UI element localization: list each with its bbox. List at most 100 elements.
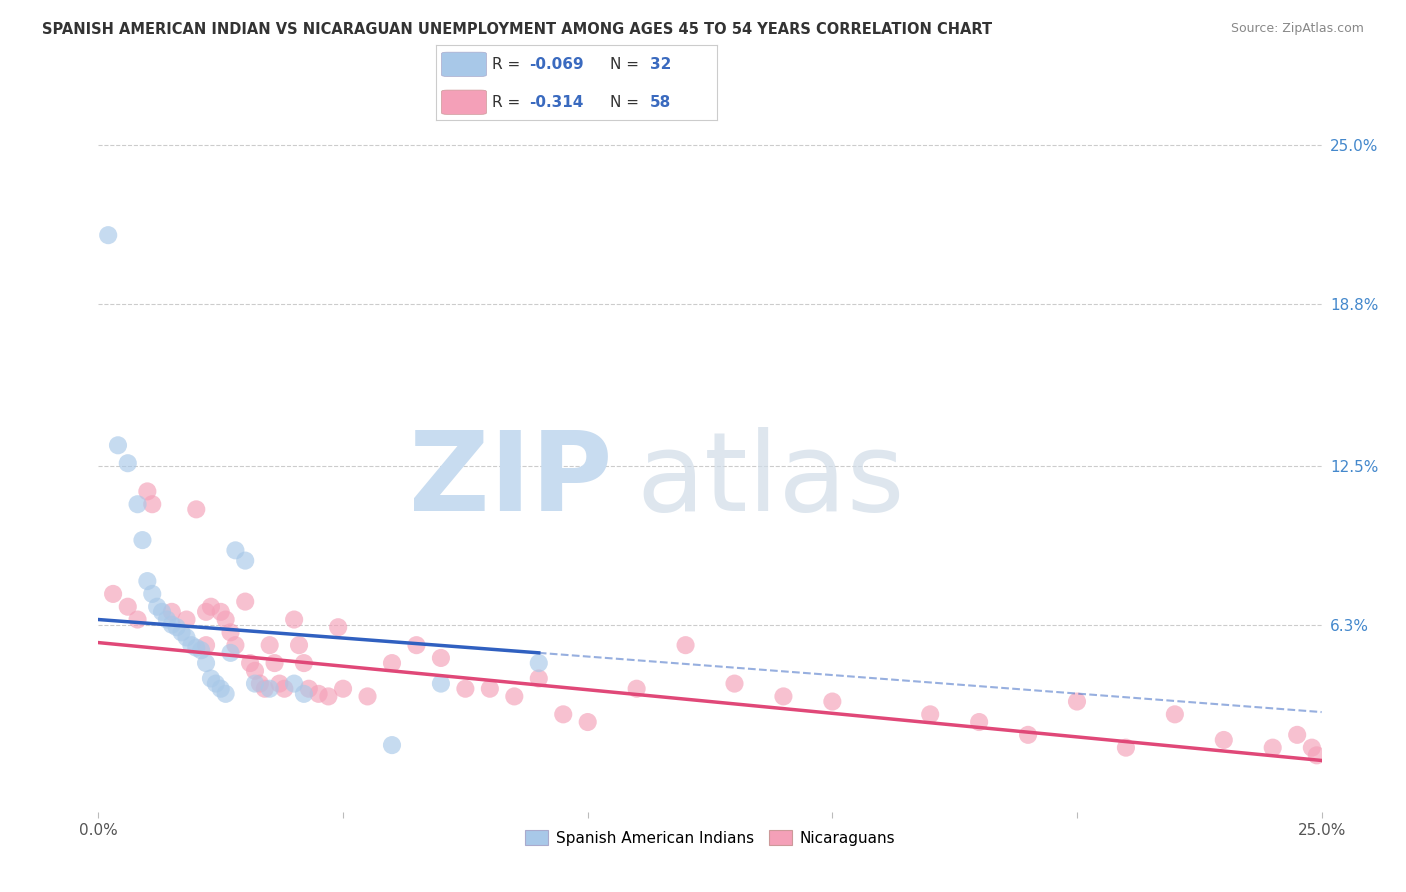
Point (190, 643, 212, 657)
Point (97, 228, 120, 243)
Point (243, 664, 266, 678)
Point (160, 617, 183, 632)
Point (430, 651, 453, 665)
Point (675, 638, 697, 652)
Legend: Spanish American Indians, Nicaraguans: Spanish American Indians, Nicaraguans (517, 822, 903, 854)
Point (195, 605, 218, 619)
Point (1286, 728, 1309, 742)
Point (1066, 694, 1088, 708)
Point (141, 587, 163, 601)
Text: R =: R = (492, 95, 526, 110)
Point (180, 638, 202, 652)
Text: atlas: atlas (637, 427, 905, 534)
Point (136, 574, 159, 588)
Point (967, 714, 990, 729)
Point (269, 676, 291, 690)
Point (283, 613, 305, 627)
Point (233, 594, 256, 608)
Point (1212, 733, 1234, 747)
Point (821, 694, 844, 708)
Point (920, 707, 942, 722)
Point (292, 687, 315, 701)
Text: -0.069: -0.069 (529, 57, 583, 72)
Point (214, 687, 236, 701)
Point (1261, 740, 1284, 755)
Point (308, 687, 330, 701)
Point (328, 620, 350, 634)
Point (356, 690, 378, 704)
Point (263, 656, 285, 670)
Point (249, 676, 271, 690)
Text: N =: N = (610, 95, 644, 110)
Point (195, 638, 218, 652)
Point (527, 656, 550, 670)
Point (101, 587, 124, 601)
Point (117, 599, 139, 614)
Point (146, 599, 169, 614)
Point (478, 681, 501, 696)
Text: SPANISH AMERICAN INDIAN VS NICARAGUAN UNEMPLOYMENT AMONG AGES 45 TO 54 YEARS COR: SPANISH AMERICAN INDIAN VS NICARAGUAN UN… (42, 22, 993, 37)
Text: R =: R = (492, 57, 526, 72)
Text: Source: ZipAtlas.com: Source: ZipAtlas.com (1230, 22, 1364, 36)
Point (576, 714, 599, 729)
Point (224, 638, 246, 652)
Point (214, 613, 236, 627)
Point (200, 672, 222, 686)
Point (454, 681, 477, 696)
Text: N =: N = (610, 57, 644, 72)
Point (527, 672, 550, 686)
Point (186, 640, 208, 655)
Point (200, 599, 222, 614)
Text: 32: 32 (650, 57, 671, 72)
Point (160, 605, 183, 619)
Point (723, 676, 745, 690)
Point (1164, 707, 1187, 722)
Point (127, 613, 149, 627)
Point (176, 613, 198, 627)
Point (166, 620, 188, 634)
Point (318, 690, 340, 704)
Point (195, 656, 218, 670)
Point (253, 681, 276, 696)
Point (224, 543, 246, 558)
Point (141, 497, 163, 511)
Point (1301, 740, 1323, 755)
Point (503, 690, 526, 704)
Point (209, 605, 232, 619)
Point (127, 497, 149, 511)
Point (233, 553, 256, 567)
Text: ZIP: ZIP (409, 427, 612, 534)
FancyBboxPatch shape (441, 90, 486, 114)
Text: 58: 58 (650, 95, 671, 110)
Point (239, 656, 262, 670)
Point (273, 681, 295, 696)
Point (553, 707, 575, 722)
Point (117, 456, 139, 470)
Point (259, 681, 281, 696)
Point (209, 681, 232, 696)
Point (136, 484, 159, 499)
Point (243, 676, 266, 690)
Point (430, 676, 453, 690)
Point (219, 625, 242, 640)
Text: -0.314: -0.314 (529, 95, 583, 110)
Point (219, 646, 242, 660)
Point (298, 681, 321, 696)
Point (381, 738, 404, 752)
Point (1115, 740, 1137, 755)
Point (205, 676, 228, 690)
Point (186, 502, 208, 516)
Point (626, 681, 648, 696)
Point (131, 533, 153, 547)
Point (156, 613, 179, 627)
Point (1306, 748, 1329, 763)
Point (292, 656, 315, 670)
Point (405, 638, 427, 652)
Point (381, 656, 404, 670)
Point (107, 438, 129, 452)
Point (259, 638, 281, 652)
Point (170, 625, 193, 640)
Point (150, 605, 173, 619)
Point (772, 690, 794, 704)
Point (176, 631, 198, 645)
